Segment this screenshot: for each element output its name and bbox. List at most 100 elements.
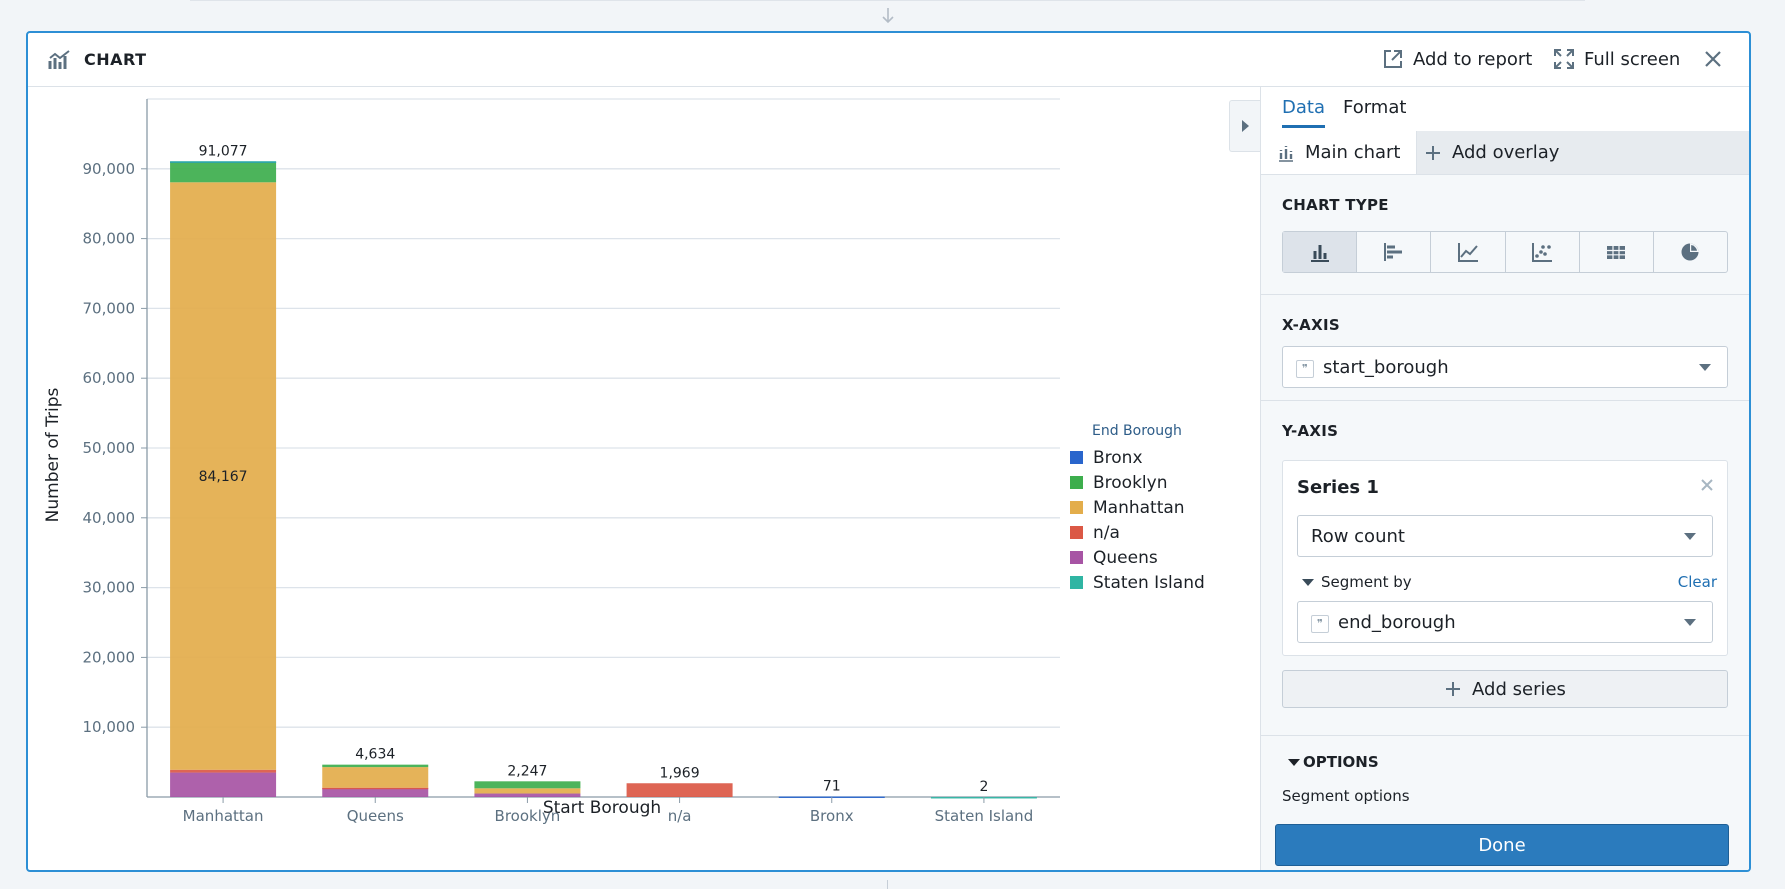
bottom-connector xyxy=(887,880,888,889)
bar-segment xyxy=(170,182,277,770)
legend-label: Bronx xyxy=(1093,447,1143,468)
chart-type-heading: CHART TYPE xyxy=(1282,196,1389,214)
add-overlay-tab[interactable]: Add overlay xyxy=(1408,131,1575,174)
legend-item-na[interactable]: n/a xyxy=(1070,520,1205,545)
legend-swatch xyxy=(1070,576,1083,589)
plus-icon xyxy=(1446,682,1461,696)
bar-segment xyxy=(474,793,581,797)
collapse-caret-icon[interactable] xyxy=(1302,579,1314,586)
x-tick-label: Staten Island xyxy=(935,807,1034,825)
total-label: 1,969 xyxy=(660,765,700,781)
chart-type-horizontal-bar[interactable] xyxy=(1357,232,1432,272)
add-to-report-button[interactable]: Add to report xyxy=(1382,43,1532,75)
page-title: CHART xyxy=(84,50,147,69)
scatter-icon xyxy=(1532,243,1553,262)
chart-legend: End Borough Bronx Brooklyn Manhattan n/a… xyxy=(1070,423,1205,595)
legend-item-brooklyn[interactable]: Brooklyn xyxy=(1070,470,1205,495)
vertical-bar-icon xyxy=(1310,245,1329,262)
y-axis-section: Y-AXIS Series 1 Row count Segment by Cle… xyxy=(1261,400,1749,736)
stacked-bar-icon xyxy=(1279,145,1293,162)
y-axis-heading: Y-AXIS xyxy=(1282,422,1339,440)
chart-type-selector xyxy=(1282,231,1728,273)
legend-item-queens[interactable]: Queens xyxy=(1070,545,1205,570)
total-label: 2,247 xyxy=(507,763,547,779)
chart-type-scatter[interactable] xyxy=(1506,232,1580,272)
segment-options-label: Segment options xyxy=(1282,787,1410,805)
bar-segment xyxy=(474,781,581,789)
options-section: OPTIONS Segment options xyxy=(1261,735,1749,825)
arrow-down-icon xyxy=(882,8,894,24)
legend-swatch xyxy=(1070,551,1083,564)
bar-segment xyxy=(170,162,277,183)
chart-type-pie[interactable] xyxy=(1654,232,1727,272)
main-chart-tab[interactable]: Main chart xyxy=(1261,131,1418,174)
aggregation-select[interactable]: Row count xyxy=(1297,515,1713,557)
y-tick-label: 80,000 xyxy=(83,230,136,248)
chart-type-table[interactable] xyxy=(1580,232,1654,272)
full-screen-button[interactable]: Full screen xyxy=(1553,43,1680,75)
options-heading: OPTIONS xyxy=(1303,753,1379,771)
chart-type-line[interactable] xyxy=(1431,232,1506,272)
x-tick-label: Manhattan xyxy=(183,807,264,825)
horizontal-bar-icon xyxy=(1383,243,1402,261)
settings-panel: Data Format Main chart Add overlay CHART… xyxy=(1260,87,1749,870)
line-chart-icon xyxy=(1457,243,1478,262)
pie-chart-icon xyxy=(1681,243,1699,261)
legend-label: Brooklyn xyxy=(1093,472,1168,493)
y-tick-label: 70,000 xyxy=(83,299,136,317)
remove-series-icon[interactable] xyxy=(1699,477,1715,493)
segment-value-label: 84,167 xyxy=(199,469,248,485)
bar-segment xyxy=(322,788,429,797)
legend-label: Staten Island xyxy=(1093,572,1205,593)
total-label: 4,634 xyxy=(355,747,395,763)
y-tick-label: 50,000 xyxy=(83,439,136,457)
collapse-caret-icon[interactable] xyxy=(1288,759,1300,766)
add-series-button[interactable]: Add series xyxy=(1282,670,1728,708)
series-card: Series 1 Row count Segment by Clear ❞ en… xyxy=(1282,460,1728,656)
y-tick-label: 10,000 xyxy=(83,718,136,736)
chart-type-vertical-bar[interactable] xyxy=(1283,232,1358,272)
bar-segment xyxy=(322,767,429,788)
bar-segment xyxy=(322,764,429,768)
x-axis-section: X-AXIS ❞ start_borough xyxy=(1261,294,1749,401)
tab-data[interactable]: Data xyxy=(1282,97,1325,128)
y-tick-label: 90,000 xyxy=(83,160,136,178)
done-button[interactable]: Done xyxy=(1275,824,1729,866)
plus-icon xyxy=(1426,145,1440,160)
tab-format[interactable]: Format xyxy=(1343,97,1407,118)
x-axis-heading: X-AXIS xyxy=(1282,316,1340,334)
y-axis-title: Number of Trips xyxy=(43,387,63,522)
segment-value: end_borough xyxy=(1338,612,1456,633)
caret-down-icon xyxy=(1684,619,1696,626)
string-type-icon: ❞ xyxy=(1296,360,1314,378)
y-tick-label: 20,000 xyxy=(83,648,136,666)
caret-right-icon xyxy=(1242,120,1249,132)
x-axis-title: Start Borough xyxy=(543,798,661,818)
legend-item-manhattan[interactable]: Manhattan xyxy=(1070,495,1205,520)
bar-segment xyxy=(170,772,277,797)
bar-segment xyxy=(170,769,277,773)
main-chart-label: Main chart xyxy=(1305,142,1401,163)
legend-item-bronx[interactable]: Bronx xyxy=(1070,445,1205,470)
line-chart-icon xyxy=(48,50,70,69)
legend-swatch xyxy=(1070,451,1083,464)
y-tick-label: 40,000 xyxy=(83,509,136,527)
series-title: Series 1 xyxy=(1297,477,1379,498)
collapse-panel-button[interactable] xyxy=(1229,100,1260,152)
bar-segment xyxy=(170,161,277,163)
x-tick-label: Queens xyxy=(347,807,404,825)
chart-area: Number of Trips Start Borough 10,000 20,0… xyxy=(28,87,1258,870)
top-divider xyxy=(190,0,1585,1)
bar-segment xyxy=(626,783,733,797)
chart-subtabs: Main chart Add overlay xyxy=(1261,131,1749,175)
segment-by-select[interactable]: ❞ end_borough xyxy=(1297,601,1713,643)
total-label: 71 xyxy=(823,779,841,795)
header: CHART Add to report Full screen xyxy=(28,33,1749,87)
clear-segment-link[interactable]: Clear xyxy=(1677,573,1717,591)
legend-item-staten-island[interactable]: Staten Island xyxy=(1070,570,1205,595)
legend-label: Manhattan xyxy=(1093,497,1185,518)
close-icon[interactable] xyxy=(1702,48,1724,70)
legend-swatch xyxy=(1070,501,1083,514)
x-axis-select[interactable]: ❞ start_borough xyxy=(1282,346,1728,388)
add-to-report-label: Add to report xyxy=(1413,48,1533,70)
